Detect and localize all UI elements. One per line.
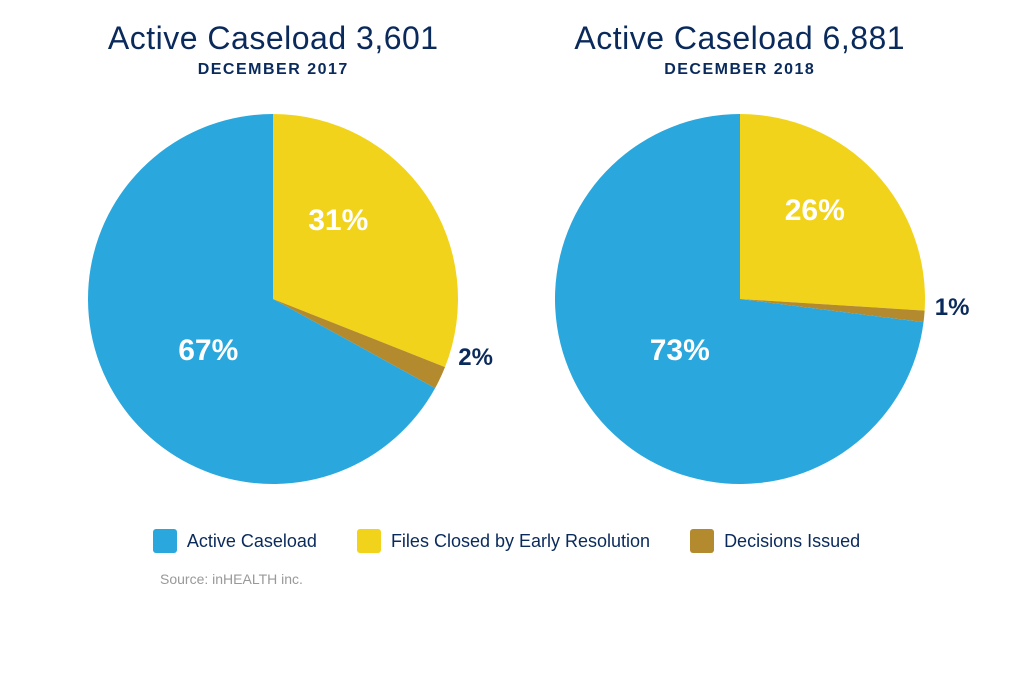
chart-subtitle: DECEMBER 2017: [53, 61, 493, 79]
legend-label: Active Caseload: [187, 531, 317, 552]
legend-swatch: [153, 529, 177, 553]
pie-label-decisions: 1%: [935, 294, 970, 322]
legend-label: Decisions Issued: [724, 531, 860, 552]
pie-label-active: 73%: [650, 334, 710, 368]
chart-title: Active Caseload 3,601: [53, 20, 493, 57]
pie-label-closed: 26%: [785, 194, 845, 228]
chart-2017: Active Caseload 3,601 DECEMBER 2017 31% …: [53, 20, 493, 489]
pie-chart: 26% 73% 1%: [550, 109, 930, 489]
chart-title: Active Caseload 6,881: [520, 20, 960, 57]
legend-item-decisions: Decisions Issued: [690, 529, 860, 553]
legend-swatch: [690, 529, 714, 553]
pie-svg: [83, 109, 463, 489]
pie-label-closed: 31%: [308, 204, 368, 238]
pie-svg: [550, 109, 930, 489]
legend-label: Files Closed by Early Resolution: [391, 531, 650, 552]
charts-row: Active Caseload 3,601 DECEMBER 2017 31% …: [0, 0, 1013, 489]
chart-subtitle: DECEMBER 2018: [520, 61, 960, 79]
pie-label-active: 67%: [178, 334, 238, 368]
legend: Active Caseload Files Closed by Early Re…: [0, 529, 1013, 553]
legend-swatch: [357, 529, 381, 553]
chart-2018: Active Caseload 6,881 DECEMBER 2018 26% …: [520, 20, 960, 489]
pie-chart: 31% 67% 2%: [83, 109, 463, 489]
legend-item-active: Active Caseload: [153, 529, 317, 553]
source-text: Source: inHEALTH inc.: [0, 571, 1013, 587]
legend-item-closed: Files Closed by Early Resolution: [357, 529, 650, 553]
pie-label-decisions: 2%: [458, 344, 493, 372]
